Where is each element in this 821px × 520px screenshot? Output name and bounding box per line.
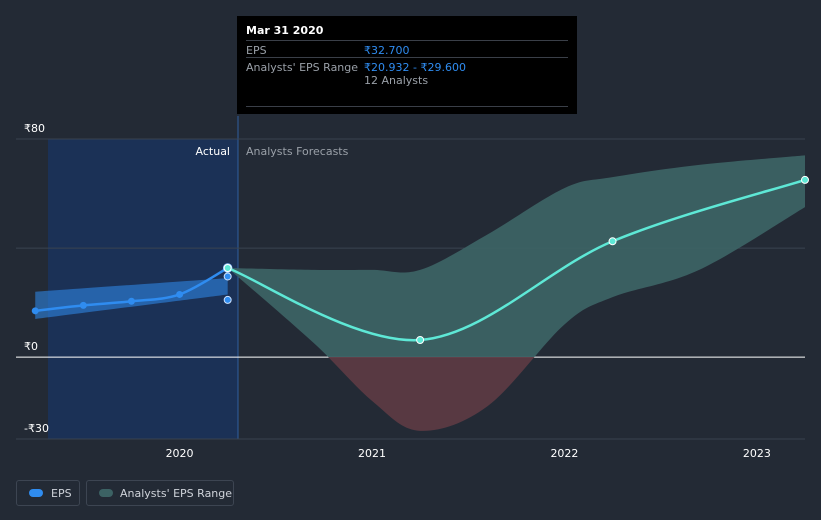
- series-line-1: [227, 178, 806, 342]
- forecast-range-positive: [227, 155, 805, 357]
- legend-range-button[interactable]: Analysts' EPS Range: [86, 480, 234, 506]
- legend-range-label: Analysts' EPS Range: [120, 487, 233, 500]
- axis-ticks: ₹80 ₹0 -₹30 2020 2021 2022 2023: [24, 122, 771, 460]
- series-point-1-3[interactable]: [801, 175, 809, 184]
- y-tick-label-2: -₹30: [24, 422, 49, 435]
- series-point-0-0[interactable]: [31, 307, 39, 315]
- series-point-1-2[interactable]: [608, 237, 617, 246]
- x-tick-label-1: 2021: [358, 447, 386, 460]
- y-tick-label-0: ₹80: [24, 122, 45, 135]
- eps-chart: ₹80 ₹0 -₹30 2020 2021 2022 2023 Actual Analyst…: [16, 116, 809, 460]
- series-point-0-1[interactable]: [79, 301, 87, 309]
- tooltip-eps-key: EPS: [246, 44, 267, 57]
- tooltip-date: Mar 31 2020: [246, 24, 324, 37]
- range-swatch-icon: [99, 489, 113, 497]
- tooltip-row-range: Analysts' EPS Range ₹20.932 - ₹29.600: [246, 57, 568, 75]
- tooltip-row-eps: EPS ₹32.700: [246, 40, 568, 58]
- tooltip-range-key: Analysts' EPS Range: [246, 61, 359, 74]
- tooltip-analysts-count: 12 Analysts: [364, 74, 429, 87]
- tooltip-eps-value: ₹32.700: [364, 44, 410, 57]
- range-marker-0[interactable]: [223, 272, 232, 281]
- series-point-1-0[interactable]: [223, 264, 232, 272]
- eps-lines: [31, 175, 809, 344]
- forecast-label: Analysts Forecasts: [246, 145, 349, 158]
- series-point-0-3[interactable]: [176, 290, 184, 298]
- forecast-range-negative: [328, 357, 535, 431]
- x-tick-label-3: 2023: [743, 447, 771, 460]
- range-marker-1[interactable]: [223, 295, 232, 304]
- legend-eps-button[interactable]: EPS: [16, 480, 80, 506]
- tooltip-range-value: ₹20.932 - ₹29.600: [364, 61, 466, 74]
- tooltip: Mar 31 2020 EPS ₹32.700 Analysts' EPS Ra…: [237, 16, 577, 114]
- x-tick-label-0: 2020: [166, 447, 194, 460]
- x-tick-label-2: 2022: [550, 447, 578, 460]
- eps-swatch-icon: [29, 489, 43, 497]
- tooltip-divider: [246, 106, 568, 107]
- legend-eps-label: EPS: [51, 487, 72, 500]
- series-point-0-2[interactable]: [127, 297, 135, 305]
- actual-label: Actual: [196, 145, 230, 158]
- series-point-1-1[interactable]: [416, 336, 425, 344]
- y-tick-label-1: ₹0: [24, 340, 38, 353]
